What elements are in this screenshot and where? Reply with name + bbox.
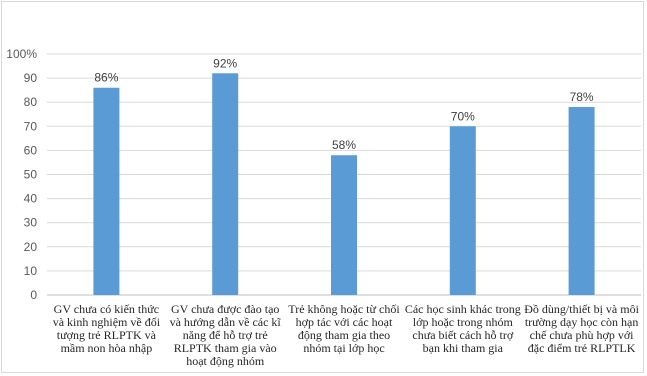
y-tick-label: 90 xyxy=(24,71,38,85)
data-label: 78% xyxy=(570,90,594,104)
bar xyxy=(449,126,476,295)
bar xyxy=(93,87,120,296)
x-tick-label: GV chưa có kiến thức và kinh nghiệm về đ… xyxy=(52,302,161,355)
y-tick-label: 10 xyxy=(24,264,38,278)
x-tick-label: Các học sinh khác trong lớp hoặc trong n… xyxy=(404,302,521,355)
bar xyxy=(331,155,357,295)
y-tick-label: 0 xyxy=(30,288,37,302)
bar xyxy=(568,107,595,296)
y-tick-label: 30 xyxy=(24,216,38,230)
y-tick-label: 70 xyxy=(24,119,38,133)
x-tick-label: GV chưa được đào tạo và hướng dẫn về các… xyxy=(169,302,281,368)
y-tick-label: 20 xyxy=(24,240,38,254)
y-tick-label: 40 xyxy=(24,192,38,206)
y-tick-label: 50 xyxy=(24,168,38,182)
data-label: 70% xyxy=(451,109,475,123)
y-tick-label: 60 xyxy=(24,143,38,157)
data-label: 58% xyxy=(332,138,356,152)
x-tick-label: Đồ dùng/thiết bị và môi trường dạy học c… xyxy=(524,302,639,355)
data-label: 86% xyxy=(94,71,118,85)
data-label: 92% xyxy=(213,56,237,70)
y-tick-label: 100% xyxy=(6,47,37,61)
bar xyxy=(212,73,239,295)
y-tick-label: 80 xyxy=(24,95,38,109)
x-tick-label: Trẻ không hoặc từ chối hợp tác với các h… xyxy=(288,302,400,355)
